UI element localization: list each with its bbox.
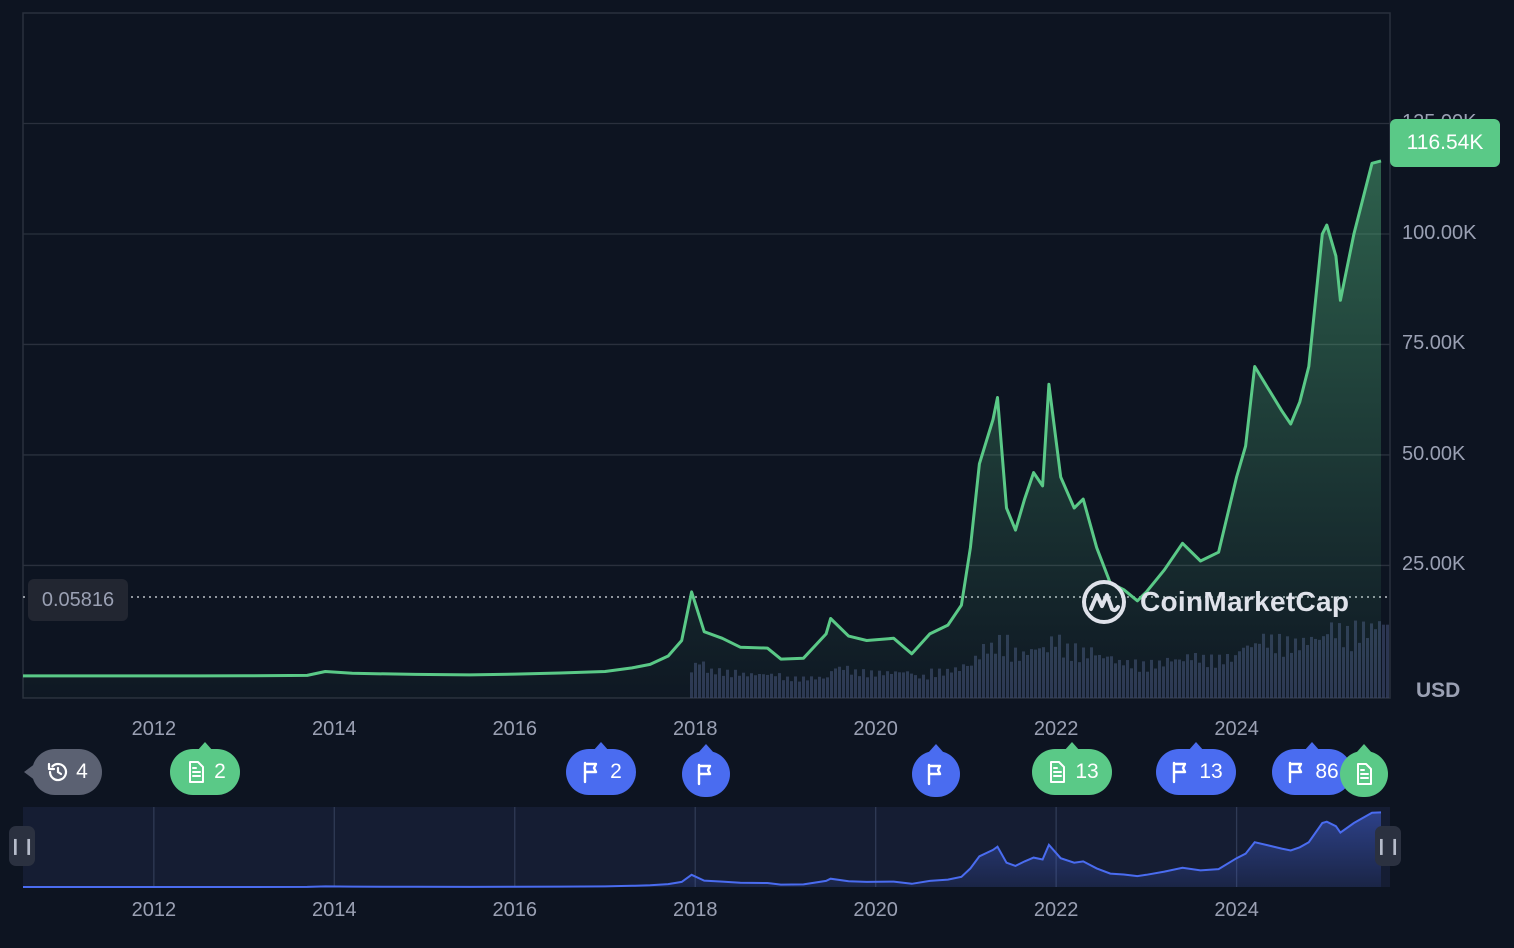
history-icon — [46, 760, 70, 784]
x-tick-label: 2016 — [492, 899, 538, 921]
price-line — [23, 159, 1382, 678]
price-area — [23, 160, 1381, 698]
event-count: 2 — [214, 760, 226, 783]
x-tick-label: 2016 — [492, 718, 538, 740]
event-count: 13 — [1199, 760, 1223, 783]
event-marker[interactable]: 2 — [566, 742, 636, 795]
event-count: 13 — [1075, 760, 1099, 783]
document-icon — [1352, 762, 1376, 786]
coinmarketcap-watermark: CoinMarketCap — [1080, 578, 1349, 626]
event-count: 4 — [76, 760, 88, 783]
grid-lines — [23, 122, 1390, 567]
volume-bar — [1386, 624, 1389, 698]
event-count: 2 — [610, 760, 622, 783]
navigator-area — [23, 812, 1381, 887]
event-count: 86 — [1315, 760, 1339, 783]
x-tick-label: 2014 — [312, 718, 357, 740]
flag-icon — [924, 762, 948, 786]
navigator-chart[interactable] — [0, 800, 1514, 900]
event-marker[interactable]: 4 — [32, 749, 102, 795]
x-tick-label: 2024 — [1214, 718, 1259, 740]
flag-icon — [694, 762, 718, 786]
flag-icon — [580, 760, 604, 784]
x-tick-label: 2022 — [1033, 899, 1079, 921]
y-tick-label: 25.00K — [1402, 553, 1466, 576]
volume-bar — [1382, 624, 1385, 698]
event-marker[interactable] — [1340, 744, 1388, 797]
x-tick-label: 2022 — [1033, 718, 1079, 740]
event-marker[interactable]: 13 — [1156, 742, 1236, 795]
event-marker[interactable]: 86 — [1272, 742, 1352, 795]
price-chart[interactable] — [0, 0, 1514, 745]
y-tick-label: 75.00K — [1402, 332, 1466, 355]
flag-icon — [1169, 760, 1193, 784]
x-tick-label: 2018 — [672, 899, 718, 921]
navigator-right-handle[interactable]: ❙❙ — [1375, 826, 1401, 866]
event-marker[interactable]: 2 — [170, 742, 240, 795]
currency-label: USD — [1416, 679, 1461, 702]
x-tick-label: 2014 — [312, 899, 357, 921]
x-tick-label: 2018 — [672, 718, 718, 740]
y-tick-label: 50.00K — [1402, 442, 1466, 465]
event-marker[interactable] — [912, 744, 960, 797]
x-tick-label: 2020 — [853, 718, 898, 740]
x-tick-label: 2024 — [1214, 899, 1259, 921]
navigator-line — [23, 811, 1382, 888]
y-tick-label: 100.00K — [1402, 221, 1477, 244]
current-price-badge: 116.54K — [1390, 119, 1500, 167]
event-marker[interactable] — [682, 744, 730, 797]
flag-icon — [1285, 760, 1309, 784]
x-tick-label: 2012 — [131, 718, 177, 740]
base-price-badge: 0.05816 — [28, 579, 128, 621]
document-icon — [1045, 760, 1069, 784]
watermark-text: CoinMarketCap — [1140, 586, 1350, 617]
x-tick-label: 2012 — [131, 899, 177, 921]
event-marker[interactable]: 13 — [1032, 742, 1112, 795]
navigator-left-handle[interactable]: ❙❙ — [9, 826, 35, 866]
coinmarketcap-logo-icon — [1082, 580, 1126, 624]
x-tick-label: 2020 — [853, 899, 898, 921]
document-icon — [184, 760, 208, 784]
